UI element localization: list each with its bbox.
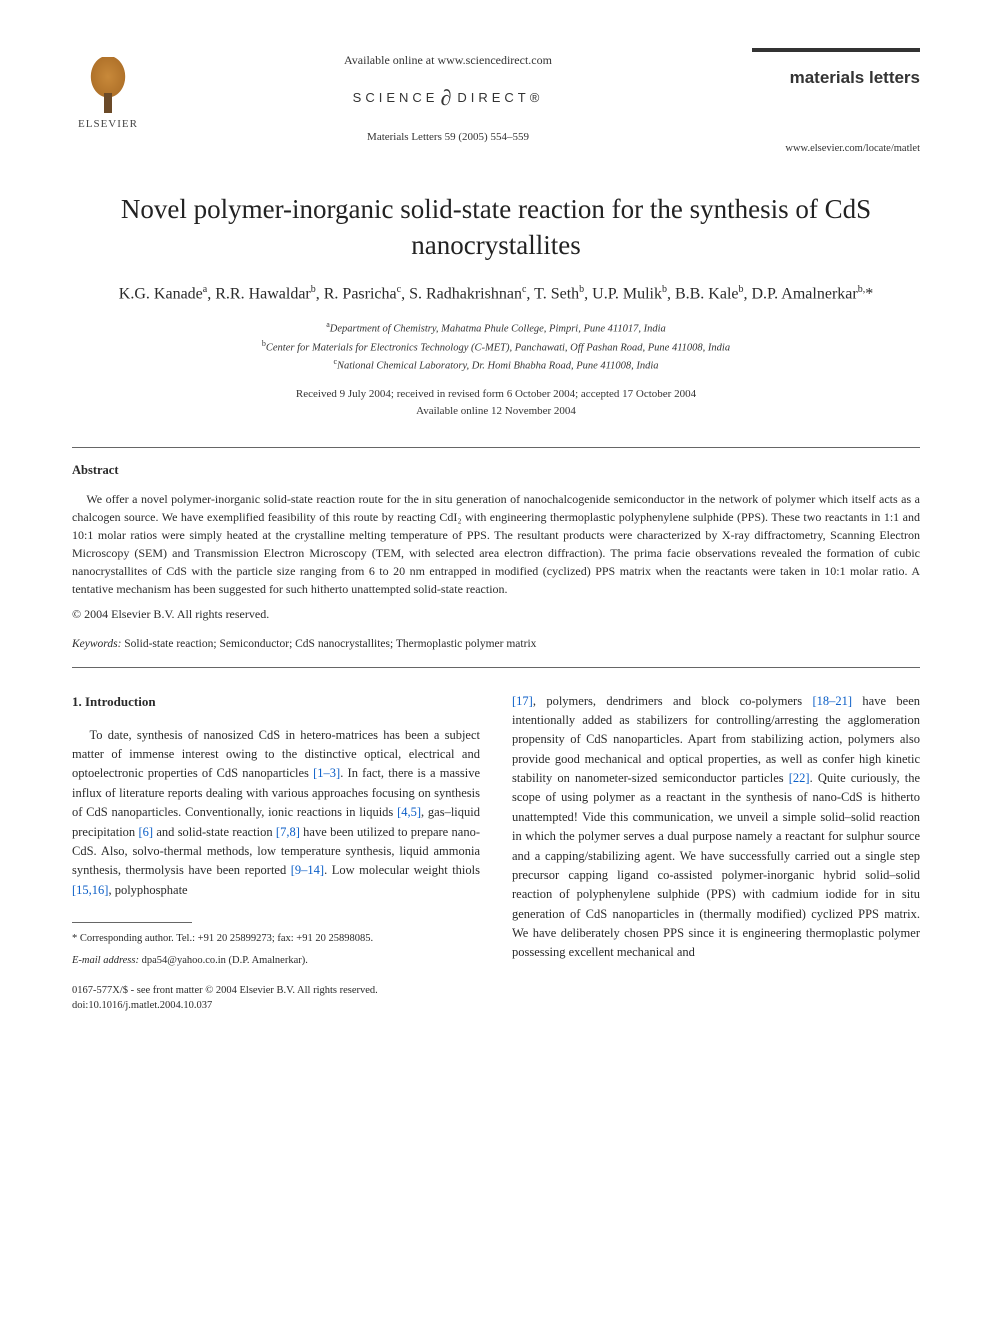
column-right: [17], polymers, dendrimers and block co-… — [512, 692, 920, 1015]
text-run: . Quite curiously, the scope of using po… — [512, 771, 920, 959]
abstract-body: We offer a novel polymer-inorganic solid… — [72, 490, 920, 598]
email-label: E-mail address: — [72, 955, 139, 966]
divider — [72, 667, 920, 668]
ref-link[interactable]: [9–14] — [291, 863, 324, 877]
affiliation-a: aDepartment of Chemistry, Mahatma Phule … — [72, 319, 920, 337]
page-header: ELSEVIER Available online at www.science… — [72, 48, 920, 156]
sd-left: SCIENCE — [353, 90, 439, 105]
affiliation-c-text: National Chemical Laboratory, Dr. Homi B… — [337, 360, 659, 371]
keywords-line: Keywords: Solid-state reaction; Semicond… — [72, 636, 920, 652]
email-value: dpa54@yahoo.co.in (D.P. Amalnerkar). — [139, 955, 308, 966]
abstract-copyright: © 2004 Elsevier B.V. All rights reserved… — [72, 606, 920, 623]
received-date: Received 9 July 2004; received in revise… — [72, 386, 920, 403]
article-title: Novel polymer-inorganic solid-state reac… — [72, 192, 920, 262]
abstract-heading: Abstract — [72, 462, 920, 480]
ref-link[interactable]: [4,5] — [397, 805, 421, 819]
journal-brand-box: materials letters www.elsevier.com/locat… — [752, 48, 920, 156]
online-date: Available online 12 November 2004 — [72, 403, 920, 420]
ref-link[interactable]: [1–3] — [313, 766, 340, 780]
front-matter-line: 0167-577X/$ - see front matter © 2004 El… — [72, 983, 480, 999]
email-footnote: E-mail address: dpa54@yahoo.co.in (D.P. … — [72, 953, 480, 969]
body-columns: 1. Introduction To date, synthesis of na… — [72, 692, 920, 1015]
ref-link[interactable]: [22] — [789, 771, 810, 785]
affiliation-a-text: Department of Chemistry, Mahatma Phule C… — [330, 324, 666, 335]
ref-link[interactable]: [6] — [138, 825, 153, 839]
column-left: 1. Introduction To date, synthesis of na… — [72, 692, 480, 1015]
intro-paragraph: To date, synthesis of nanosized CdS in h… — [72, 726, 480, 900]
elsevier-tree-icon — [78, 57, 138, 113]
ref-link[interactable]: [7,8] — [276, 825, 300, 839]
affiliation-c: cNational Chemical Laboratory, Dr. Homi … — [72, 356, 920, 374]
author-list: K.G. Kanadea, R.R. Hawaldarb, R. Pasrich… — [72, 283, 920, 306]
sd-swirl-icon: ∂ — [440, 83, 455, 114]
doi-line: doi:10.1016/j.matlet.2004.10.037 — [72, 998, 480, 1014]
keywords-text: Solid-state reaction; Semiconductor; CdS… — [121, 638, 536, 650]
footnote-divider — [72, 922, 192, 923]
journal-brand: materials letters — [752, 48, 920, 90]
ref-link[interactable]: [18–21] — [812, 694, 852, 708]
text-run: . Low molecular weight thiols — [324, 863, 480, 877]
publisher-logo: ELSEVIER — [72, 48, 144, 132]
journal-url: www.elsevier.com/locate/matlet — [752, 142, 920, 157]
keywords-label: Keywords: — [72, 638, 121, 650]
section-title: Introduction — [85, 694, 156, 709]
ref-link[interactable]: [17] — [512, 694, 533, 708]
divider — [72, 447, 920, 448]
journal-citation: Materials Letters 59 (2005) 554–559 — [160, 130, 736, 145]
publisher-name: ELSEVIER — [78, 117, 138, 132]
header-center: Available online at www.sciencedirect.co… — [144, 48, 752, 145]
sd-right: DIRECT® — [457, 90, 543, 105]
section-number: 1. — [72, 694, 82, 709]
affiliation-b-text: Center for Materials for Electronics Tec… — [266, 342, 730, 353]
ref-link[interactable]: [15,16] — [72, 883, 108, 897]
affiliation-b: bCenter for Materials for Electronics Te… — [72, 338, 920, 356]
section-heading: 1. Introduction — [72, 692, 480, 712]
sciencedirect-logo: SCIENCE∂DIRECT® — [160, 83, 736, 114]
corresponding-author-footnote: * Corresponding author. Tel.: +91 20 258… — [72, 931, 480, 947]
intro-paragraph-continued: [17], polymers, dendrimers and block co-… — [512, 692, 920, 963]
text-run: and solid-state reaction — [153, 825, 276, 839]
text-run: , polymers, dendrimers and block co-poly… — [533, 694, 813, 708]
footer-info: 0167-577X/$ - see front matter © 2004 El… — [72, 983, 480, 1015]
affiliations: aDepartment of Chemistry, Mahatma Phule … — [72, 319, 920, 374]
article-dates: Received 9 July 2004; received in revise… — [72, 386, 920, 419]
available-online-text: Available online at www.sciencedirect.co… — [160, 52, 736, 69]
text-run: , polyphosphate — [108, 883, 187, 897]
